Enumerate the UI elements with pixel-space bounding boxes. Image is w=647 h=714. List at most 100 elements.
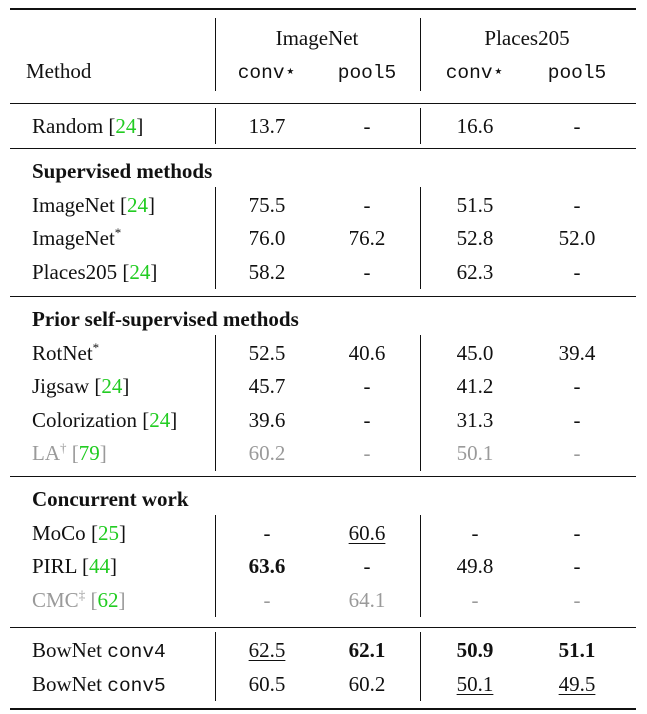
- header-imagenet-pool5: pool5: [337, 62, 397, 84]
- value-cell: -: [263, 520, 271, 545]
- value-cell: 16.6: [456, 114, 494, 138]
- value-cell: 58.2: [248, 259, 286, 284]
- layer-name: conv5: [107, 674, 166, 697]
- header-places-pool5: pool5: [547, 62, 607, 84]
- value-cell: -: [573, 554, 581, 578]
- section-rule: [10, 627, 636, 629]
- value-cell: -: [363, 192, 371, 217]
- column-separator: [420, 186, 422, 289]
- citation-link: 24: [101, 374, 123, 398]
- header-places-conv: conv⋆: [445, 62, 505, 84]
- value-cell: 49.8: [456, 554, 494, 578]
- value-cell: 60.2: [348, 671, 386, 696]
- method-label: ImageNet: [32, 192, 115, 217]
- value-cell: 45.7: [248, 374, 286, 398]
- value-cell: -: [363, 441, 371, 465]
- value-cell: 52.0: [558, 226, 596, 250]
- column-separator: [215, 514, 217, 617]
- method-marker: †: [60, 440, 67, 455]
- citation-link: 62: [97, 587, 119, 612]
- citation-link: 79: [78, 441, 100, 465]
- value-cell: 52.8: [456, 226, 494, 250]
- value-cell: 13.7: [248, 114, 286, 138]
- citation-link: 24: [115, 114, 137, 138]
- method-name: PIRL [44]: [32, 554, 117, 578]
- column-separator: [215, 334, 217, 471]
- column-separator: [420, 18, 422, 91]
- value-cell: 51.5: [456, 192, 494, 217]
- value-cell: -: [573, 587, 581, 612]
- header-imagenet: ImageNet: [275, 26, 359, 50]
- value-cell: -: [573, 407, 581, 432]
- value-cell: -: [471, 520, 479, 545]
- method-label: PIRL: [32, 554, 77, 578]
- value-cell: -: [363, 407, 371, 432]
- method-name: BowNet conv5: [32, 671, 166, 699]
- layer-name: conv4: [107, 641, 166, 663]
- method-label: BowNet: [32, 638, 102, 662]
- results-table: Method ImageNet Places205 conv⋆ pool5 co…: [10, 8, 636, 710]
- header-method: Method: [26, 59, 92, 83]
- section-rule: [10, 476, 636, 478]
- method-label: ImageNet: [32, 226, 115, 250]
- citation-link: 25: [97, 520, 119, 545]
- method-name: Colorization [24]: [32, 407, 178, 432]
- method-name: BowNet conv4: [32, 637, 166, 665]
- value-cell: -: [573, 259, 581, 284]
- value-cell: -: [573, 192, 581, 217]
- value-cell: 62.3: [456, 259, 494, 284]
- value-cell: 31.3: [456, 407, 494, 432]
- value-cell: -: [363, 554, 371, 578]
- value-cell: -: [471, 587, 479, 612]
- method-label: LA: [32, 441, 60, 465]
- value-cell: 62.5: [248, 638, 286, 662]
- value-cell: 41.2: [456, 374, 494, 398]
- header-places205: Places205: [484, 26, 570, 50]
- column-separator: [215, 108, 217, 144]
- value-cell: 62.1: [348, 638, 386, 662]
- method-name: ImageNet [24]: [32, 192, 156, 217]
- section-rule: [10, 103, 636, 105]
- value-cell: 39.4: [558, 340, 596, 365]
- value-cell: 76.2: [348, 226, 386, 250]
- column-separator: [215, 186, 217, 289]
- method-label: RotNet: [32, 340, 93, 365]
- value-cell: 39.6: [248, 407, 286, 432]
- citation-link: 24: [149, 407, 171, 432]
- value-cell: -: [363, 259, 371, 284]
- column-separator: [215, 18, 217, 91]
- method-marker: *: [92, 339, 100, 355]
- value-cell: 76.0: [248, 226, 286, 250]
- value-cell: 49.5: [558, 671, 596, 696]
- method-label: BowNet: [32, 671, 102, 696]
- bottom-rule: [10, 708, 636, 710]
- method-label: CMC: [32, 587, 79, 612]
- value-cell: 51.1: [558, 638, 596, 662]
- value-cell: 60.6: [348, 520, 386, 545]
- value-cell: 45.0: [456, 340, 494, 365]
- method-name: ImageNet*: [32, 225, 121, 251]
- top-rule: [10, 8, 636, 10]
- section-title: Concurrent work: [32, 487, 189, 511]
- value-cell: -: [573, 374, 581, 398]
- section-title: Supervised methods: [32, 159, 213, 183]
- method-label: Places205: [32, 259, 118, 284]
- value-cell: 75.5: [248, 192, 286, 217]
- method-marker: *: [114, 225, 122, 240]
- column-separator: [420, 108, 422, 144]
- method-name: MoCo [25]: [32, 520, 126, 545]
- citation-link: 44: [88, 554, 110, 578]
- method-name: RotNet*: [32, 340, 99, 366]
- column-separator: [420, 632, 422, 701]
- value-cell: 63.6: [248, 554, 286, 578]
- column-separator: [420, 514, 422, 617]
- method-label: MoCo: [32, 520, 86, 545]
- section-rule: [10, 296, 636, 298]
- value-cell: -: [573, 520, 581, 545]
- value-cell: -: [363, 374, 371, 398]
- column-separator: [215, 632, 217, 701]
- value-cell: -: [573, 441, 581, 465]
- value-cell: 50.1: [456, 441, 494, 465]
- value-cell: 52.5: [248, 340, 286, 365]
- value-cell: 50.1: [456, 671, 494, 696]
